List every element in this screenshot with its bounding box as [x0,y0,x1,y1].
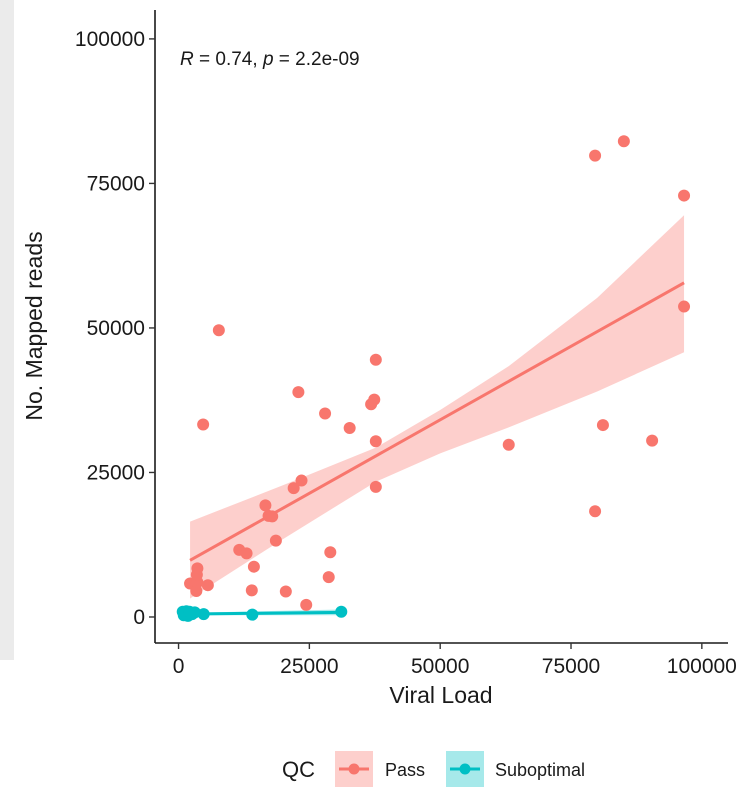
confidence-band-pass [190,215,685,599]
y-tick-label-1: 25000 [87,461,145,484]
r-symbol: R [180,49,194,70]
point-pass-25 [343,421,356,434]
point-pass-19 [292,386,305,399]
point-pass-24 [324,546,337,559]
point-pass-18 [287,482,300,495]
point-suboptimal-7 [188,606,201,619]
left-background-strip [0,0,14,660]
point-pass-15 [266,510,279,523]
point-pass-29 [369,435,382,448]
legend-item-suboptimal: Suboptimal [446,751,585,787]
y-tick-label-3: 75000 [87,172,145,195]
x-tick-label-4: 100000 [667,655,737,678]
point-pass-16 [269,534,282,547]
x-tick-label-3: 75000 [542,655,600,678]
point-pass-23 [322,571,335,584]
point-pass-12 [247,560,260,573]
point-pass-10 [240,547,253,560]
legend-label-suboptimal: Suboptimal [495,760,585,780]
r-text: = 0.74, [194,49,263,70]
legend-point-pass [348,763,360,775]
x-tick-label-0: 0 [173,655,185,678]
legend-point-suboptimal [459,763,471,775]
y-tick-label-0: 0 [133,606,145,629]
point-suboptimal-9 [246,608,259,621]
y-axis-title: No. Mapped reads [21,231,47,420]
plot-panel [176,135,691,622]
point-pass-33 [589,505,602,518]
point-pass-20 [295,474,308,487]
legend-item-pass: Pass [335,751,425,787]
legend-title: QC [282,757,315,782]
point-pass-7 [201,579,214,592]
point-pass-28 [369,353,382,366]
point-pass-31 [502,438,515,451]
point-pass-32 [589,149,602,162]
p-symbol: p [262,49,274,70]
point-pass-27 [368,393,381,406]
y-tick-label-4: 100000 [75,28,145,51]
point-suboptimal-10 [335,605,348,618]
point-pass-17 [279,585,292,598]
legend-label-pass: Pass [385,760,425,780]
axes: 0 25000 50000 75000 100000 0 25000 50000 75000 10… [75,10,737,678]
point-pass-21 [300,598,313,611]
correlation-annotation: R = 0.74, p = 2.2e-09 [180,49,360,70]
point-pass-22 [319,407,332,420]
point-pass-30 [369,480,382,493]
point-suboptimal-8 [197,608,210,621]
p-text: = 2.2e-09 [274,49,360,70]
point-pass-8 [212,324,225,337]
point-pass-38 [678,300,691,313]
point-pass-35 [617,135,630,148]
point-pass-6 [197,418,210,431]
point-pass-11 [245,584,258,597]
x-tick-label-2: 50000 [411,655,469,678]
x-axis-title: Viral Load [389,682,492,708]
y-tick-label-2: 50000 [87,317,145,340]
point-pass-36 [646,434,659,447]
x-tick-label-1: 25000 [280,655,338,678]
legend: QC Pass Suboptimal [282,751,585,787]
point-pass-34 [596,419,609,432]
point-pass-37 [678,189,691,202]
point-pass-13 [259,499,272,512]
point-pass-5 [191,562,204,575]
